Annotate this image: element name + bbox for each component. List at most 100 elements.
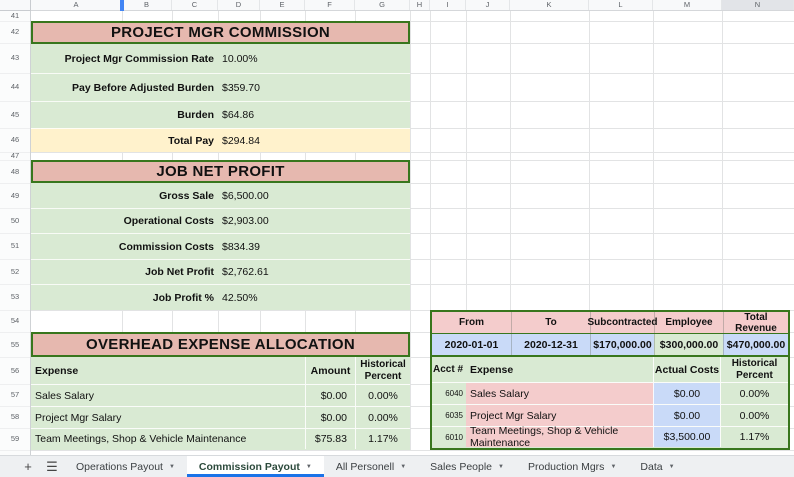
historical-percent-cell[interactable]: 0.00% [720, 405, 788, 426]
amount-cell[interactable]: $0.00 [305, 385, 355, 406]
from-column-header[interactable]: From [459, 317, 484, 328]
acct-cell[interactable]: 6040 [445, 389, 463, 398]
row-label[interactable]: Commission Costs [118, 240, 214, 253]
overhead-section-title-cell[interactable]: OVERHEAD EXPENSE ALLOCATION [31, 332, 410, 357]
acct-cell[interactable]: 6035 [445, 411, 463, 420]
historical-percent-cell[interactable]: 0.00% [355, 407, 410, 428]
column-header-d[interactable]: D [218, 0, 260, 10]
amount-cell[interactable]: $0.00 [305, 407, 355, 428]
all-sheets-button[interactable]: ☰ [40, 456, 64, 477]
row-value[interactable]: $2,762.61 [222, 266, 269, 278]
column-header-f[interactable]: F [305, 0, 355, 10]
row-number-52[interactable]: 52 [10, 266, 20, 276]
commission-section-title-cell[interactable]: PROJECT MGR COMMISSION [31, 21, 410, 44]
historical-percent-cell[interactable]: 1.17% [355, 429, 410, 449]
row-number-56[interactable]: 56 [10, 365, 20, 375]
row-label[interactable]: Operational Costs [123, 215, 214, 227]
row-number-54[interactable]: 54 [10, 316, 20, 325]
row-number-49[interactable]: 49 [10, 190, 20, 200]
column-header-e[interactable]: E [260, 0, 305, 10]
total-revenue-cell[interactable]: $470,000.00 [723, 334, 788, 355]
row-value[interactable]: $64.86 [222, 109, 255, 121]
row-label[interactable]: Total Pay [168, 134, 214, 147]
select-all-corner[interactable] [0, 0, 31, 11]
historical-percent-column-header[interactable]: Historical Percent [720, 357, 788, 382]
row-number-46[interactable]: 46 [10, 135, 20, 144]
actual-costs-cell[interactable]: $0.00 [653, 383, 720, 404]
row-number-55[interactable]: 55 [10, 339, 20, 349]
frozen-pane-divider-icon[interactable] [120, 0, 124, 11]
employee-column-header[interactable]: Employee [654, 312, 723, 333]
amount-column-header[interactable]: Amount [305, 357, 355, 384]
historical-percent-column-header[interactable]: Historical Percent [355, 357, 410, 384]
acct-cell[interactable]: 6010 [445, 432, 463, 442]
to-date-cell[interactable]: 2020-12-31 [511, 334, 590, 355]
column-header-j[interactable]: J [466, 0, 510, 10]
row-value[interactable]: $294.84 [222, 134, 260, 147]
column-header-a[interactable]: A [31, 0, 122, 10]
column-header-i[interactable]: I [430, 0, 466, 10]
actual-costs-column-header[interactable]: Actual Costs [653, 357, 720, 382]
tab-dropdown-icon[interactable]: ▼ [305, 464, 312, 470]
tab-dropdown-icon[interactable]: ▼ [498, 464, 504, 470]
subcontracted-cell[interactable]: $170,000.00 [590, 334, 654, 355]
from-date-cell[interactable]: 2020-01-01 [432, 334, 511, 355]
row-label[interactable]: Job Net Profit [145, 266, 214, 278]
amount-cell[interactable]: $75.83 [305, 429, 355, 449]
row-label[interactable]: Burden [177, 109, 214, 121]
column-header-m[interactable]: M [653, 0, 722, 10]
row-number-50[interactable]: 50 [10, 215, 20, 225]
acct-column-header[interactable]: Acct # [432, 364, 463, 375]
column-header-c[interactable]: C [172, 0, 218, 10]
row-number-53[interactable]: 53 [10, 292, 20, 301]
expense-column-header[interactable]: Expense [35, 364, 79, 377]
row-number-45[interactable]: 45 [10, 109, 20, 119]
subcontracted-column-header[interactable]: Subcontracted [588, 312, 658, 333]
column-header-g[interactable]: G [355, 0, 410, 10]
row-value[interactable]: $2,903.00 [222, 215, 269, 227]
sheet-tab-data[interactable]: Data ▼ [628, 456, 686, 477]
row-value[interactable]: $359.70 [222, 81, 260, 94]
row-number-59[interactable]: 59 [10, 434, 20, 443]
expense-cell[interactable]: Sales Salary [35, 389, 94, 402]
column-header-h[interactable]: H [410, 0, 430, 10]
row-number-47[interactable]: 47 [10, 151, 20, 160]
tab-dropdown-icon[interactable]: ▼ [168, 464, 175, 470]
row-number-43[interactable]: 43 [10, 53, 20, 62]
expense-column-header[interactable]: Expense [470, 363, 514, 376]
sheet-tab-commission-payout[interactable]: Commission Payout ▼ [186, 456, 324, 477]
job-net-profit-title-cell[interactable]: JOB NET PROFIT [31, 160, 410, 183]
sheet-tab-all-personell[interactable]: All Personell ▼ [324, 456, 418, 477]
historical-percent-cell[interactable]: 0.00% [355, 385, 410, 406]
expense-cell[interactable]: Project Mgr Salary [466, 405, 653, 426]
add-sheet-button[interactable]: + [16, 456, 40, 477]
total-revenue-column-header[interactable]: Total Revenue [723, 312, 788, 334]
employee-cell[interactable]: $300,000.00 [654, 334, 723, 355]
column-header-n[interactable]: N [722, 0, 794, 10]
row-value[interactable]: 42.50% [222, 291, 258, 304]
expense-cell[interactable]: Project Mgr Salary [35, 411, 122, 424]
expense-cell[interactable]: Team Meetings, Shop & Vehicle Maintenanc… [466, 425, 653, 449]
row-label[interactable]: Project Mgr Commission Rate [64, 52, 214, 65]
tab-dropdown-icon[interactable]: ▼ [668, 464, 675, 470]
row-label[interactable]: Job Profit % [152, 291, 214, 304]
tab-dropdown-icon[interactable]: ▼ [400, 464, 407, 470]
column-header-k[interactable]: K [510, 0, 589, 10]
row-number-48[interactable]: 48 [10, 166, 20, 176]
sheet-tab-operations-payout[interactable]: Operations Payout ▼ [64, 456, 187, 477]
row-value[interactable]: 10.00% [222, 52, 258, 65]
column-header-b[interactable]: B [122, 0, 172, 10]
expense-cell[interactable]: Team Meetings, Shop & Vehicle Maintenanc… [35, 433, 247, 445]
to-column-header[interactable]: To [511, 312, 590, 333]
row-number-42[interactable]: 42 [10, 27, 20, 36]
row-value[interactable]: $6,500.00 [222, 189, 269, 202]
actual-costs-cell[interactable]: $0.00 [653, 405, 720, 426]
row-number-41[interactable]: 41 [10, 11, 20, 20]
row-value[interactable]: $834.39 [222, 240, 260, 253]
row-number-44[interactable]: 44 [10, 82, 20, 91]
row-number-51[interactable]: 51 [10, 241, 20, 250]
sheet-tab-sales-people[interactable]: Sales People ▼ [418, 456, 516, 477]
actual-costs-cell[interactable]: $3,500.00 [653, 427, 720, 447]
column-header-l[interactable]: L [589, 0, 653, 10]
row-number-58[interactable]: 58 [10, 412, 20, 421]
